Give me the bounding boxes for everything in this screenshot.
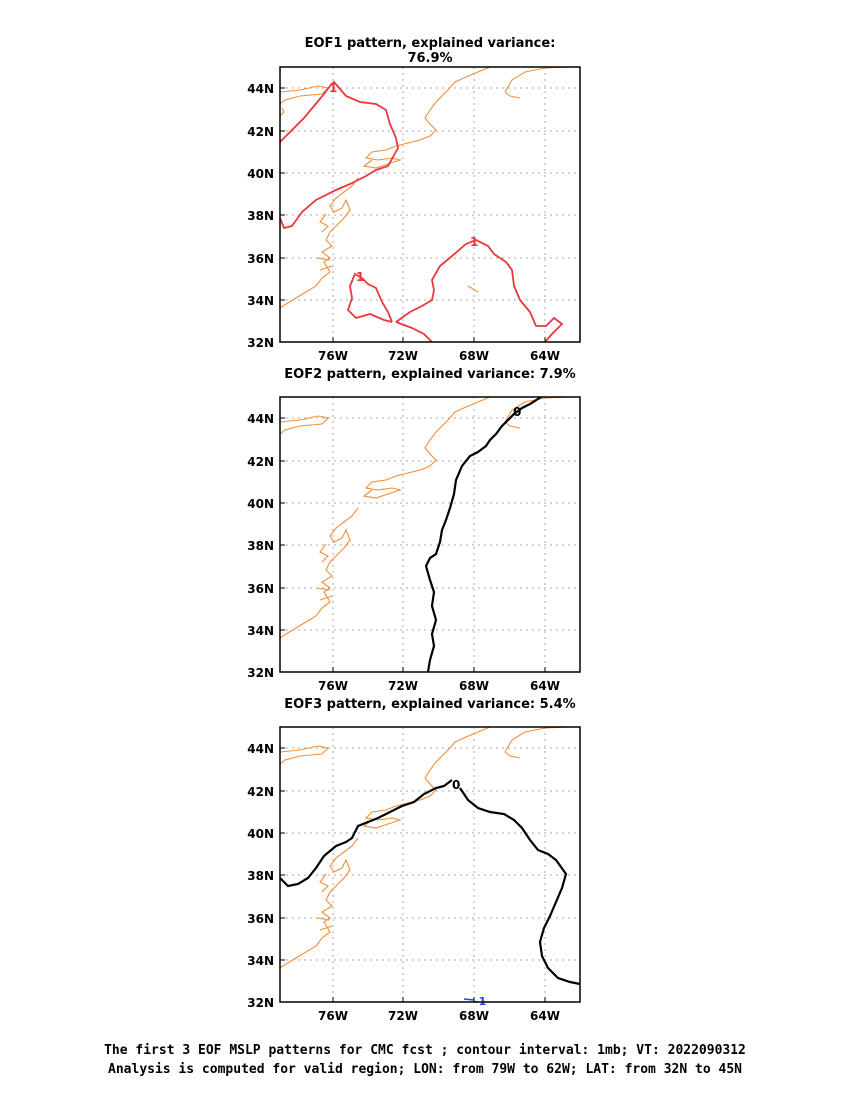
- contour-label: 1: [470, 235, 478, 249]
- lat-tick-label: 44N: [247, 82, 274, 96]
- lat-tick-label: 38N: [247, 869, 274, 883]
- panel-1-lon-labels: 76W 72W 68W 64W: [318, 349, 560, 363]
- lat-tick-label: 36N: [247, 252, 274, 266]
- lon-tick-label: 76W: [318, 1009, 348, 1023]
- panel-3-gridlines: [280, 727, 580, 1002]
- lon-tick-label: 72W: [388, 1009, 418, 1023]
- lat-tick-label: 40N: [247, 827, 274, 841]
- panel-3-lat-labels: 32N 34N 36N 38N 40N 42N 44N: [247, 742, 274, 1010]
- panel-3-contours: [279, 779, 581, 986]
- contour-label: 0: [513, 405, 521, 419]
- lat-tick-label: 36N: [247, 582, 274, 596]
- panel-1-frame: [279, 66, 581, 343]
- lat-tick-label: 34N: [247, 294, 274, 308]
- panel-1-title: EOF1 pattern, explained variance: 76.9%: [304, 36, 556, 66]
- panel-3-map: 0 -1 32N 34N 36N 38N 40N 42N 44N 76W 72W…: [247, 726, 581, 1023]
- caption-line-2: Analysis is computed for valid region; L…: [108, 1062, 742, 1077]
- panel-3-contour-labels: 0 -1: [452, 778, 486, 1008]
- lat-tick-label: 44N: [247, 412, 274, 426]
- panel-1-map: 1 1 1 32N 34N 36N 38N 40N 42N 44N 76W 72…: [247, 66, 581, 363]
- lon-tick-label: 72W: [388, 349, 418, 363]
- panel-2-map: 0 32N 34N 36N 38N 40N 42N 44N 76W 72W 68…: [247, 396, 581, 693]
- panel-2-lon-labels: 76W 72W 68W 64W: [318, 679, 560, 693]
- panel-1-contours: [279, 80, 564, 343]
- lat-tick-label: 40N: [247, 497, 274, 511]
- panel-2-contours: [424, 396, 542, 673]
- lat-tick-label: 42N: [247, 455, 274, 469]
- panel-2-tick-marks: [280, 417, 546, 672]
- panel-1-lat-labels: 32N 34N 36N 38N 40N 42N 44N: [247, 82, 274, 350]
- contour-label: 0: [452, 778, 460, 792]
- lon-tick-label: 72W: [388, 679, 418, 693]
- lon-tick-label: 76W: [318, 679, 348, 693]
- lon-tick-label: 64W: [530, 349, 560, 363]
- lat-tick-label: 38N: [247, 539, 274, 553]
- lat-tick-label: 42N: [247, 125, 274, 139]
- lon-tick-label: 68W: [459, 349, 489, 363]
- panel-3-frame: [279, 726, 581, 1003]
- lat-tick-label: 32N: [247, 336, 274, 350]
- lon-tick-label: 64W: [530, 679, 560, 693]
- panel-1-tick-marks: [280, 87, 546, 342]
- lon-tick-label: 68W: [459, 679, 489, 693]
- lat-tick-label: 42N: [247, 785, 274, 799]
- lat-tick-label: 34N: [247, 954, 274, 968]
- lat-tick-label: 32N: [247, 666, 274, 680]
- lat-tick-label: 44N: [247, 742, 274, 756]
- panel-2-title: EOF2 pattern, explained variance: 7.9%: [284, 367, 576, 382]
- panel-2-gridlines: [280, 397, 580, 672]
- panel-2-coastline: [279, 396, 580, 639]
- lat-tick-label: 40N: [247, 167, 274, 181]
- panel-3-coastline: [279, 726, 580, 969]
- lat-tick-label: 32N: [247, 996, 274, 1010]
- panel-2-contour-labels: 0: [513, 405, 521, 419]
- lon-tick-label: 76W: [318, 349, 348, 363]
- lon-tick-label: 68W: [459, 1009, 489, 1023]
- lat-tick-label: 36N: [247, 912, 274, 926]
- panel-2-frame: [279, 396, 581, 673]
- caption-line-1: The first 3 EOF MSLP patterns for CMC fc…: [104, 1043, 746, 1058]
- panel-3-title: EOF3 pattern, explained variance: 5.4%: [284, 697, 576, 712]
- panel-3-tick-marks: [280, 747, 546, 1002]
- panel-1-coastline: [279, 66, 580, 309]
- negative-contour-segment: [463, 998, 475, 1001]
- panel-2-lat-labels: 32N 34N 36N 38N 40N 42N 44N: [247, 412, 274, 680]
- lon-tick-label: 64W: [530, 1009, 560, 1023]
- contour-label: 1: [329, 81, 337, 95]
- panel-3-lon-labels: 76W 72W 68W 64W: [318, 1009, 560, 1023]
- panel-1-contour-labels: 1 1 1: [329, 81, 478, 284]
- contour-label: 1: [356, 270, 364, 284]
- lat-tick-label: 34N: [247, 624, 274, 638]
- lat-tick-label: 38N: [247, 209, 274, 223]
